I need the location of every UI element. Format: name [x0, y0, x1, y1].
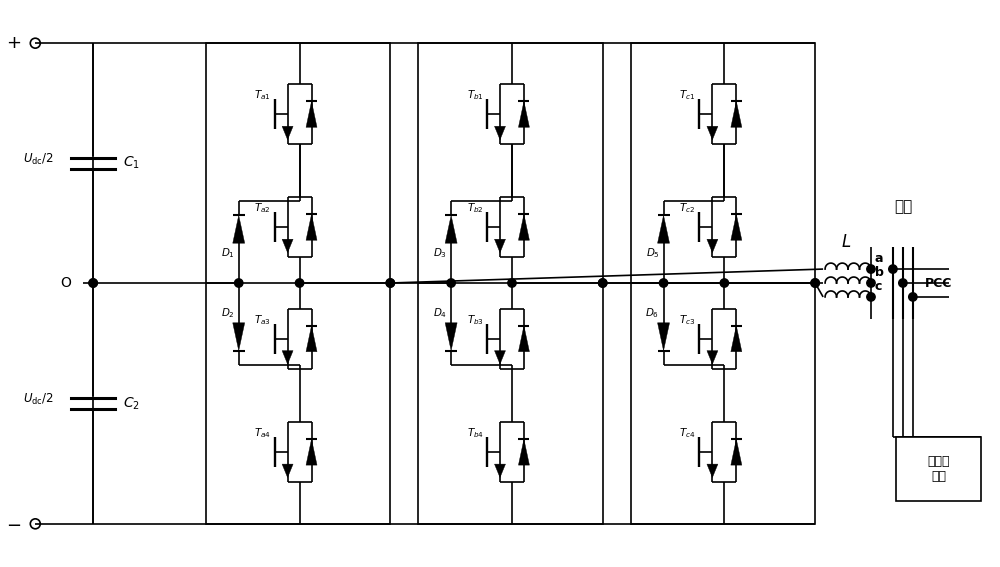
Circle shape — [811, 279, 819, 287]
Circle shape — [899, 279, 907, 287]
Polygon shape — [495, 350, 505, 364]
FancyBboxPatch shape — [206, 43, 390, 524]
Polygon shape — [282, 126, 293, 139]
Circle shape — [811, 279, 819, 287]
Polygon shape — [518, 214, 529, 240]
Polygon shape — [658, 323, 670, 350]
Text: a: a — [875, 252, 883, 265]
Polygon shape — [495, 126, 505, 139]
Text: c: c — [875, 280, 882, 293]
Polygon shape — [233, 215, 245, 243]
Text: $-$: $-$ — [6, 515, 21, 533]
Text: $T_{b2}$: $T_{b2}$ — [467, 201, 483, 215]
Circle shape — [720, 279, 729, 287]
Polygon shape — [306, 439, 317, 465]
Circle shape — [659, 279, 668, 287]
Text: 非线性
负载: 非线性 负载 — [928, 455, 950, 483]
Polygon shape — [731, 101, 742, 127]
Polygon shape — [282, 464, 293, 477]
Circle shape — [889, 265, 897, 273]
Text: $D_5$: $D_5$ — [646, 246, 660, 260]
Polygon shape — [282, 350, 293, 364]
Text: $T_{b1}$: $T_{b1}$ — [467, 88, 484, 103]
Polygon shape — [445, 215, 457, 243]
Circle shape — [867, 293, 875, 301]
Text: $T_{c2}$: $T_{c2}$ — [679, 201, 696, 215]
Circle shape — [89, 279, 97, 287]
Circle shape — [508, 279, 516, 287]
Circle shape — [447, 279, 455, 287]
Polygon shape — [518, 101, 529, 127]
Circle shape — [89, 279, 97, 287]
Polygon shape — [707, 239, 718, 253]
FancyBboxPatch shape — [418, 43, 603, 524]
Text: $U_{\rm dc}/2$: $U_{\rm dc}/2$ — [23, 392, 54, 407]
Text: $T_{b4}$: $T_{b4}$ — [467, 426, 484, 440]
Polygon shape — [731, 214, 742, 240]
Text: $D_2$: $D_2$ — [221, 306, 235, 320]
Circle shape — [386, 279, 394, 287]
Text: $D_1$: $D_1$ — [221, 246, 235, 260]
Text: $T_{c4}$: $T_{c4}$ — [679, 426, 696, 440]
Polygon shape — [707, 350, 718, 364]
Circle shape — [235, 279, 243, 287]
Text: $T_{a1}$: $T_{a1}$ — [254, 88, 271, 103]
Text: $T_{c1}$: $T_{c1}$ — [679, 88, 696, 103]
Text: 电网: 电网 — [894, 200, 912, 214]
Polygon shape — [518, 439, 529, 465]
Polygon shape — [495, 239, 505, 253]
Text: $T_{c3}$: $T_{c3}$ — [679, 313, 696, 327]
Polygon shape — [306, 326, 317, 352]
Circle shape — [867, 265, 875, 273]
Text: $C_1$: $C_1$ — [123, 155, 140, 171]
Polygon shape — [707, 464, 718, 477]
Circle shape — [599, 279, 607, 287]
Polygon shape — [306, 101, 317, 127]
Polygon shape — [445, 323, 457, 350]
Circle shape — [867, 279, 875, 287]
Text: $L$: $L$ — [841, 233, 851, 251]
Circle shape — [295, 279, 304, 287]
Circle shape — [599, 279, 607, 287]
Text: O: O — [60, 276, 71, 290]
Text: $T_{a4}$: $T_{a4}$ — [254, 426, 271, 440]
Polygon shape — [707, 126, 718, 139]
Text: $D_4$: $D_4$ — [433, 306, 447, 320]
Text: $D_6$: $D_6$ — [645, 306, 660, 320]
Polygon shape — [658, 215, 670, 243]
Polygon shape — [233, 323, 245, 350]
Circle shape — [386, 279, 394, 287]
Text: $T_{a3}$: $T_{a3}$ — [254, 313, 271, 327]
Polygon shape — [282, 239, 293, 253]
Text: b: b — [875, 266, 884, 279]
FancyBboxPatch shape — [896, 437, 981, 501]
Circle shape — [909, 293, 917, 301]
Text: $D_3$: $D_3$ — [433, 246, 447, 260]
Polygon shape — [306, 214, 317, 240]
Text: $T_{b3}$: $T_{b3}$ — [467, 313, 484, 327]
Text: $U_{\rm dc}/2$: $U_{\rm dc}/2$ — [23, 151, 54, 167]
Polygon shape — [731, 439, 742, 465]
Text: +: + — [6, 34, 21, 52]
Text: $T_{a2}$: $T_{a2}$ — [254, 201, 271, 215]
FancyBboxPatch shape — [631, 43, 815, 524]
Text: $C_2$: $C_2$ — [123, 395, 140, 412]
Polygon shape — [495, 464, 505, 477]
Polygon shape — [731, 326, 742, 352]
Text: PCC: PCC — [925, 277, 952, 290]
Polygon shape — [518, 326, 529, 352]
